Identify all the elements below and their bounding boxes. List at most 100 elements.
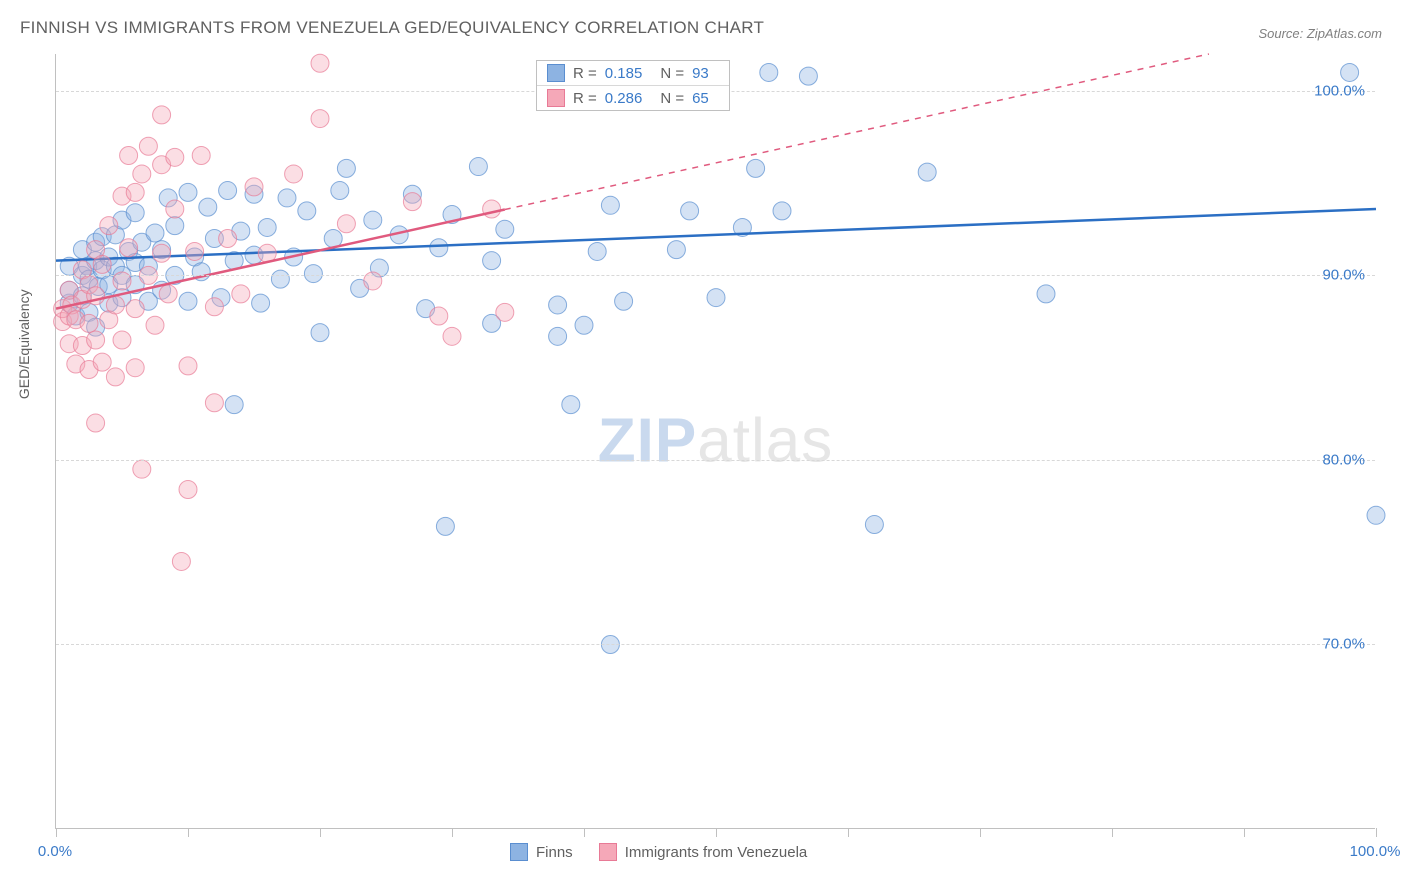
- data-point: [575, 316, 593, 334]
- data-point: [483, 200, 501, 218]
- data-point: [443, 327, 461, 345]
- n-value: 93: [692, 65, 709, 82]
- r-label: R =: [573, 90, 597, 107]
- data-point: [166, 200, 184, 218]
- data-point: [159, 285, 177, 303]
- data-point: [562, 396, 580, 414]
- data-point: [139, 137, 157, 155]
- bottom-legend: Finns Immigrants from Venezuela: [510, 843, 825, 861]
- data-point: [100, 217, 118, 235]
- data-point: [615, 292, 633, 310]
- data-point: [120, 239, 138, 257]
- data-point: [166, 148, 184, 166]
- scatter-svg: [56, 54, 1375, 828]
- data-point: [549, 296, 567, 314]
- plot-area: ZIPatlas 70.0%80.0%90.0%100.0%: [55, 54, 1375, 829]
- x-tick: [452, 828, 453, 837]
- data-point: [773, 202, 791, 220]
- data-point: [179, 357, 197, 375]
- legend-swatch: [510, 843, 528, 861]
- data-point: [219, 182, 237, 200]
- data-point: [87, 414, 105, 432]
- data-point: [549, 327, 567, 345]
- x-tick: [1112, 828, 1113, 837]
- x-tick: [584, 828, 585, 837]
- data-point: [87, 331, 105, 349]
- data-point: [172, 552, 190, 570]
- data-point: [918, 163, 936, 181]
- data-point: [205, 298, 223, 316]
- data-point: [337, 215, 355, 233]
- data-point: [93, 255, 111, 273]
- data-point: [80, 314, 98, 332]
- stats-legend: R =0.185N =93R =0.286N =65: [536, 60, 730, 111]
- x-tick: [1244, 828, 1245, 837]
- data-point: [126, 183, 144, 201]
- trend-line: [56, 209, 1376, 261]
- data-point: [483, 252, 501, 270]
- data-point: [126, 204, 144, 222]
- stats-legend-row: R =0.286N =65: [537, 86, 729, 110]
- n-label: N =: [660, 65, 684, 82]
- data-point: [146, 316, 164, 334]
- data-point: [278, 189, 296, 207]
- data-point: [93, 353, 111, 371]
- data-point: [252, 294, 270, 312]
- data-point: [747, 159, 765, 177]
- data-point: [113, 331, 131, 349]
- y-axis-label: GED/Equivalency: [16, 289, 32, 399]
- legend-swatch: [547, 64, 565, 82]
- data-point: [469, 158, 487, 176]
- data-point: [681, 202, 699, 220]
- data-point: [179, 183, 197, 201]
- data-point: [799, 67, 817, 85]
- x-tick: [848, 828, 849, 837]
- x-tick-label: 0.0%: [38, 843, 72, 860]
- r-label: R =: [573, 65, 597, 82]
- chart-container: FINNISH VS IMMIGRANTS FROM VENEZUELA GED…: [0, 0, 1406, 892]
- data-point: [311, 324, 329, 342]
- data-point: [304, 265, 322, 283]
- data-point: [436, 517, 454, 535]
- x-tick: [320, 828, 321, 837]
- x-tick: [716, 828, 717, 837]
- data-point: [331, 182, 349, 200]
- data-point: [707, 289, 725, 307]
- data-point: [153, 244, 171, 262]
- data-point: [311, 54, 329, 72]
- data-point: [311, 110, 329, 128]
- data-point: [430, 239, 448, 257]
- n-label: N =: [660, 90, 684, 107]
- data-point: [106, 296, 124, 314]
- data-point: [179, 480, 197, 498]
- x-tick: [1376, 828, 1377, 837]
- data-point: [126, 359, 144, 377]
- data-point: [258, 218, 276, 236]
- data-point: [120, 146, 138, 164]
- data-point: [1367, 506, 1385, 524]
- data-point: [760, 63, 778, 81]
- legend-label: Immigrants from Venezuela: [625, 844, 808, 861]
- x-tick: [980, 828, 981, 837]
- data-point: [192, 146, 210, 164]
- grid-line: [56, 644, 1375, 645]
- legend-swatch: [547, 89, 565, 107]
- data-point: [1341, 63, 1359, 81]
- data-point: [205, 394, 223, 412]
- source-credit: Source: ZipAtlas.com: [1258, 26, 1382, 41]
- data-point: [179, 292, 197, 310]
- r-value: 0.286: [605, 90, 643, 107]
- data-point: [588, 242, 606, 260]
- data-point: [285, 165, 303, 183]
- data-point: [1037, 285, 1055, 303]
- data-point: [106, 368, 124, 386]
- data-point: [245, 178, 263, 196]
- y-tick-label: 70.0%: [1322, 636, 1365, 653]
- legend-label: Finns: [536, 844, 573, 861]
- x-tick-label: 100.0%: [1350, 843, 1401, 860]
- data-point: [865, 516, 883, 534]
- data-point: [153, 106, 171, 124]
- data-point: [219, 230, 237, 248]
- data-point: [430, 307, 448, 325]
- data-point: [271, 270, 289, 288]
